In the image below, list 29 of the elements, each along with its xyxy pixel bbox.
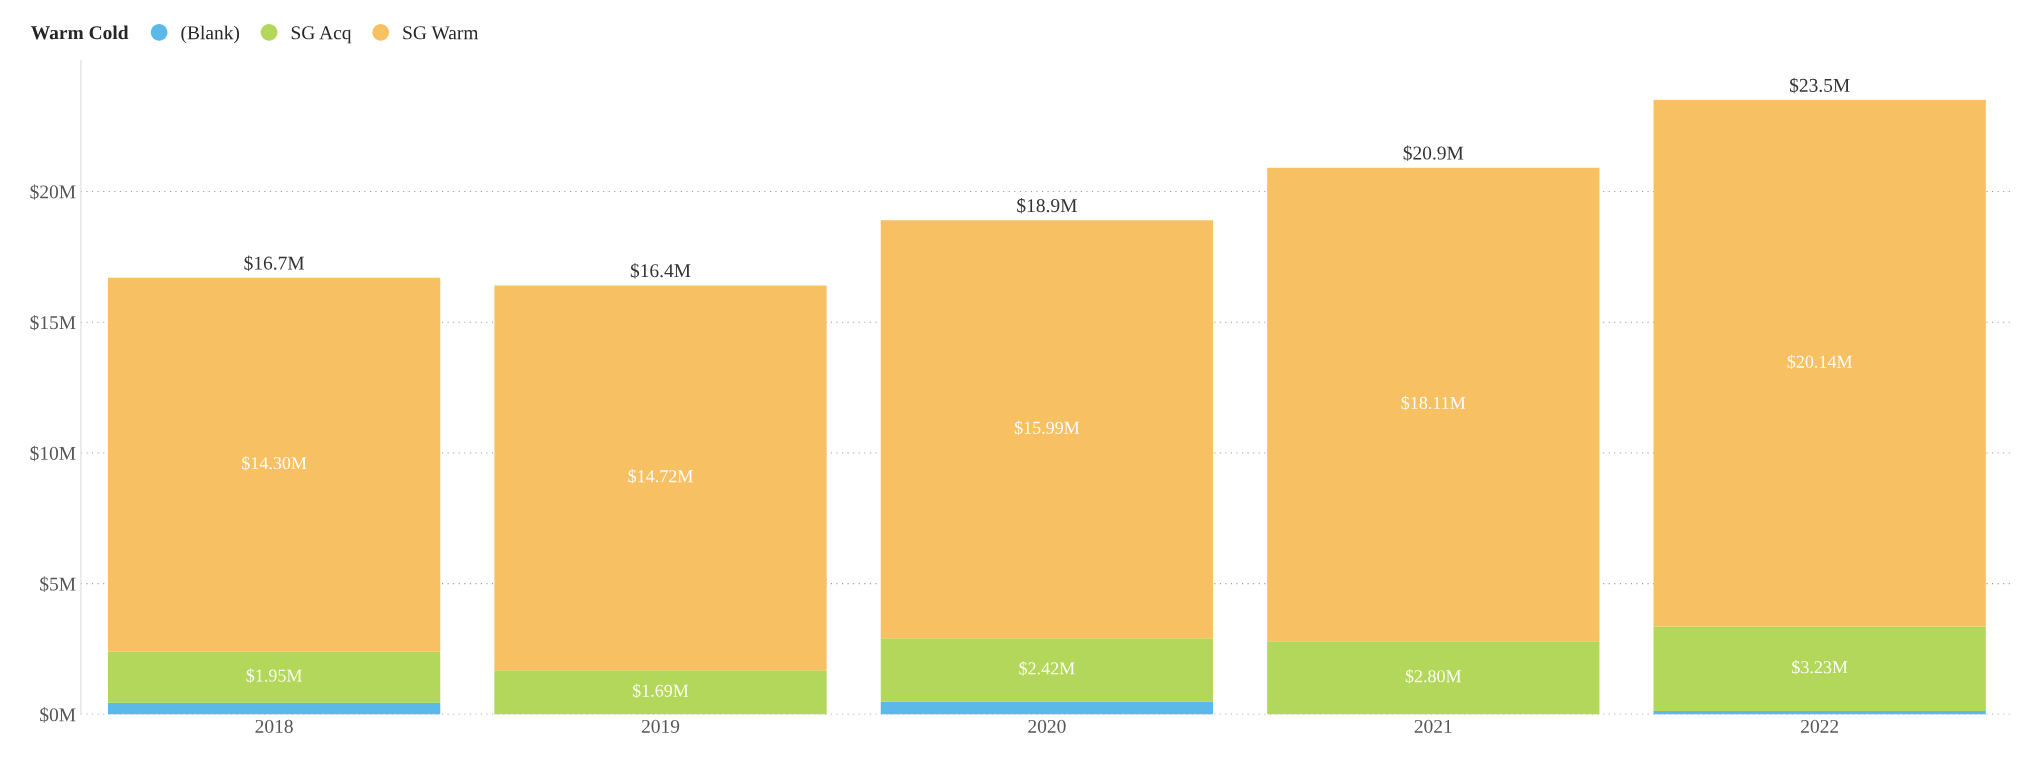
data-label: $15.99M xyxy=(1014,420,1080,436)
data-label: $18.11M xyxy=(1401,395,1466,411)
x-tick-label: 2019 xyxy=(641,719,680,733)
data-label: $20.14M xyxy=(1787,354,1853,369)
legend-label: (Blank) xyxy=(181,25,240,44)
y-tick-label: $20M xyxy=(30,184,76,200)
legend-title: Warm Cold xyxy=(31,25,129,40)
data-label: $3.23M xyxy=(1792,660,1848,675)
x-tick-label: 2020 xyxy=(1028,719,1066,733)
data-label: $14.30M xyxy=(242,455,307,471)
y-tick-label: $10M xyxy=(30,445,76,462)
total-label: $23.5M xyxy=(1790,77,1850,94)
legend-label: SG Acq xyxy=(291,26,352,44)
data-label: $1.95M xyxy=(246,668,302,683)
data-label: $2.42M xyxy=(1019,661,1075,676)
x-tick-label: 2022 xyxy=(1801,719,1839,733)
total-label: $20.9M xyxy=(1403,145,1464,161)
total-label: $16.4M xyxy=(630,262,691,279)
data-label: $1.69M xyxy=(632,683,689,699)
total-label: $16.7M xyxy=(244,255,305,271)
y-tick-label: $0M xyxy=(40,707,76,723)
data-label: $2.80M xyxy=(1405,669,1462,684)
x-tick-label: 2021 xyxy=(1414,719,1452,733)
y-tick-label: $5M xyxy=(40,576,76,592)
legend-label: SG Warm xyxy=(403,26,479,40)
data-label: $14.72M xyxy=(628,469,693,484)
y-tick-label: $15M xyxy=(30,314,76,331)
x-tick-label: 2018 xyxy=(255,719,293,733)
total-label: $18.9M xyxy=(1017,197,1077,214)
